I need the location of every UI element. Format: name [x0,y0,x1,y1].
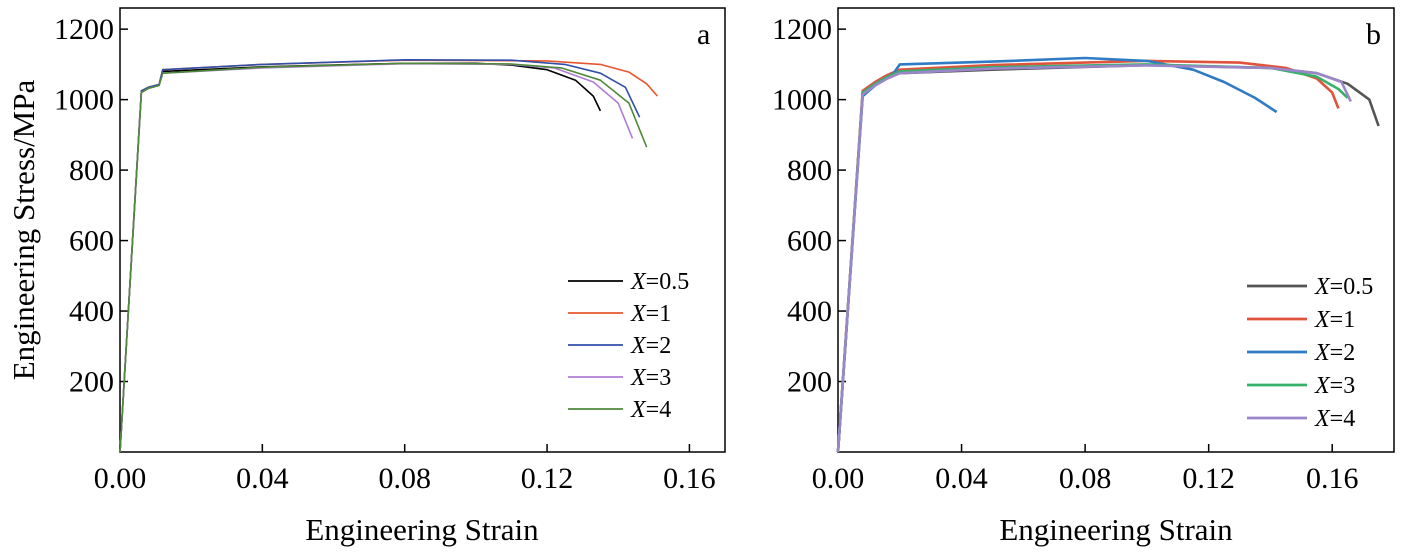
y-tick-label: 200 [787,366,832,399]
legend-entry: X=1 [630,301,671,327]
legend-entry: X=4 [1314,406,1355,432]
series-line [119,62,602,453]
series-line [836,59,1340,453]
y-tick-label: 800 [787,154,832,187]
x-tick-label: 0.08 [378,462,431,495]
legend-a: X=0.5 X=1 X=2 X=3 X=4 [568,269,689,423]
chart-panel-a: 0.00 0.04 0.08 0.12 0.16 200 400 600 800 1000 1200… [6,7,726,547]
x-tick-label: 0.04 [236,462,289,495]
y-tick-label: 1200 [54,13,114,46]
x-tick-label: 0.04 [935,462,988,495]
y-tick-label: 1200 [772,13,832,46]
series-line [119,59,659,453]
legend-entry: X=3 [630,365,671,391]
x-tick-label: 0.16 [1306,462,1359,495]
legend-entry: X=0.5 [1314,274,1373,300]
y-tick-label: 800 [69,154,114,187]
x-tick-label: 0.16 [663,462,716,495]
x-axis-title-b: Engineering Strain [999,512,1233,547]
x-axis-title-a: Engineering Strain [305,512,539,547]
x-tick-label: 0.00 [94,462,147,495]
legend-entry: X=3 [1314,373,1355,399]
series-line [119,59,641,453]
series-line [836,63,1349,453]
y-tick-label: 400 [787,295,832,328]
x-tick-label: 0.12 [521,462,574,495]
y-tick-label: 1000 [54,84,114,117]
plot-frame-a [119,7,726,453]
series-lines-a [119,59,659,453]
legend-b: X=0.5 X=1 X=2 X=3 X=4 [1247,274,1373,432]
y-tick-label: 400 [69,295,114,328]
legend-entry: X=2 [630,333,671,359]
series-lines-b [836,56,1380,453]
series-line [836,64,1352,453]
panel-label-a: a [697,18,710,51]
y-tick-label: 600 [69,225,114,258]
series-line [119,62,634,453]
series-line [836,56,1278,453]
legend-entry: X=2 [1314,340,1355,366]
plot-frame-b [837,7,1395,453]
legend-entry: X=1 [1314,307,1355,333]
series-line [836,63,1380,453]
y-tick-label: 1000 [772,84,832,117]
panel-label-b: b [1366,18,1381,51]
x-tick-label: 0.12 [1182,462,1235,495]
y-tick-label: 200 [69,366,114,399]
x-tick-label: 0.00 [812,462,865,495]
ticks-a: 0.00 0.04 0.08 0.12 0.16 200 400 600 800 1000 1200 [54,13,716,495]
y-axis-title-a: Engineering Stress/MPa [6,80,41,381]
y-tick-label: 600 [787,225,832,258]
x-tick-label: 0.08 [1059,462,1112,495]
ticks-b: 0.00 0.04 0.08 0.12 0.16 200 400 600 800 1000 1200 [772,13,1358,495]
legend-entry: X=4 [630,397,671,423]
series-line [119,62,648,453]
chart-panel-b: 0.00 0.04 0.08 0.12 0.16 200 400 600 800 1000 1200… [772,7,1395,547]
legend-entry: X=0.5 [630,269,689,295]
